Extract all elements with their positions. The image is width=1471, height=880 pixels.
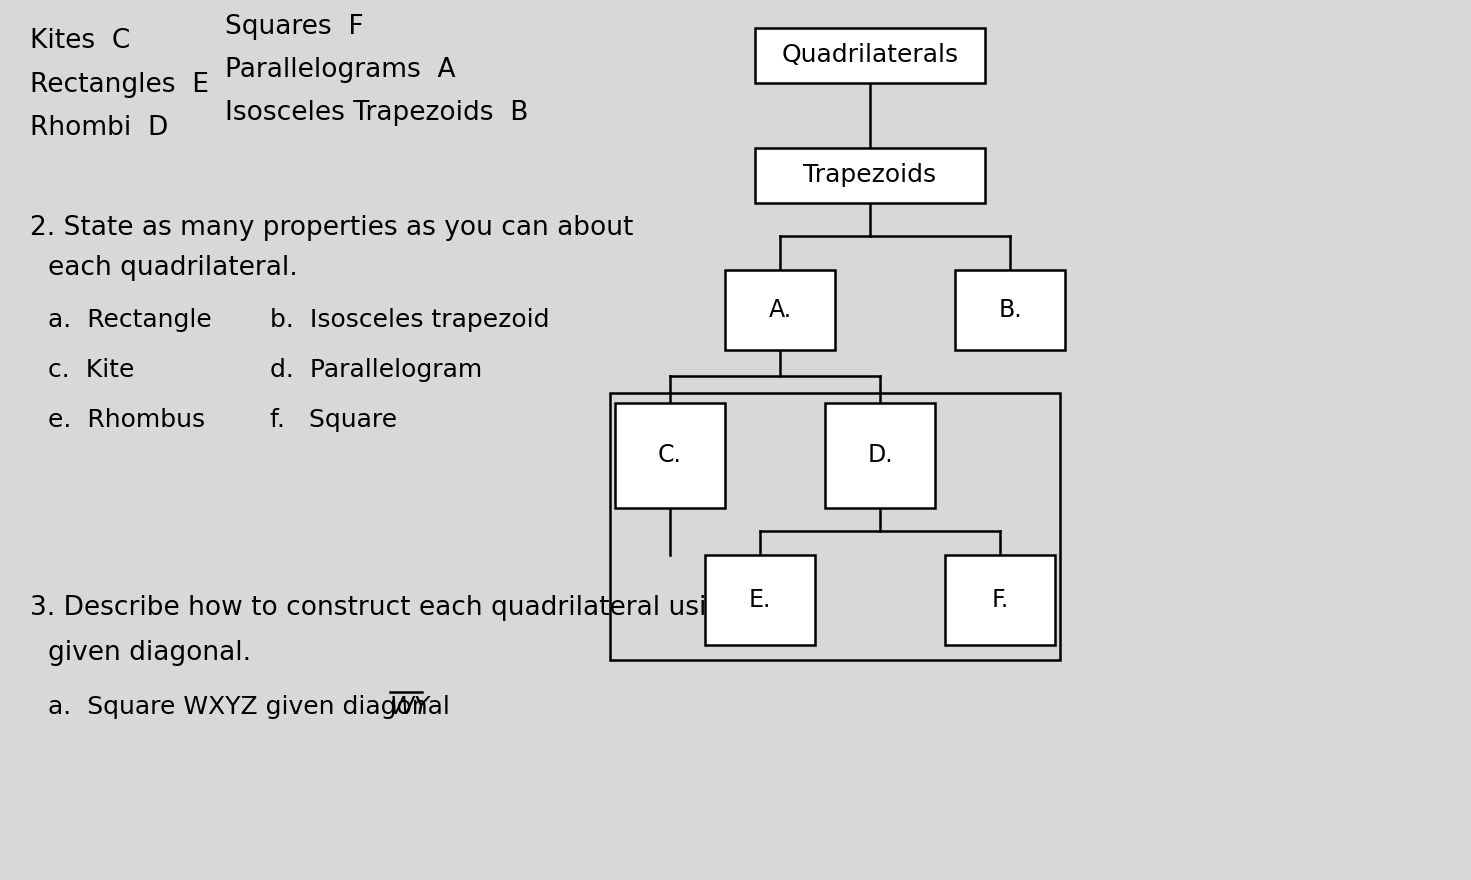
Text: d.  Parallelogram: d. Parallelogram (271, 358, 482, 382)
Text: WY: WY (390, 695, 430, 719)
Bar (610, 392, 1061, 660)
Bar (705, 555, 815, 645)
Text: Rhombi  D: Rhombi D (29, 115, 168, 141)
Bar (725, 270, 836, 350)
Text: B.: B. (999, 298, 1022, 322)
Text: e.  Rhombus: e. Rhombus (49, 408, 204, 432)
Text: 2. State as many properties as you can about: 2. State as many properties as you can a… (29, 215, 634, 241)
Text: 3. Describe how to construct each quadrilateral using the: 3. Describe how to construct each quadri… (29, 595, 791, 621)
Text: E.: E. (749, 588, 771, 612)
Bar (825, 402, 936, 508)
Bar (755, 27, 986, 83)
Text: b.  Isosceles trapezoid: b. Isosceles trapezoid (271, 308, 550, 332)
Text: each quadrilateral.: each quadrilateral. (49, 255, 297, 281)
Text: a.  Rectangle: a. Rectangle (49, 308, 212, 332)
Text: Trapezoids: Trapezoids (803, 163, 937, 187)
Text: C.: C. (658, 443, 683, 467)
Text: Quadrilaterals: Quadrilaterals (781, 43, 959, 67)
Text: c.  Kite: c. Kite (49, 358, 134, 382)
Text: D.: D. (868, 443, 893, 467)
Text: Squares  F: Squares F (225, 14, 363, 40)
Bar (615, 402, 725, 508)
Text: given diagonal.: given diagonal. (49, 640, 252, 666)
Bar (955, 270, 1065, 350)
Text: Parallelograms  A: Parallelograms A (225, 57, 456, 83)
Text: f.   Square: f. Square (271, 408, 397, 432)
Text: A.: A. (768, 298, 791, 322)
Bar (944, 555, 1055, 645)
Text: Isosceles Trapezoids  B: Isosceles Trapezoids B (225, 100, 528, 126)
Text: Rectangles  E: Rectangles E (29, 72, 209, 98)
Bar (755, 148, 986, 202)
Text: a.  Square WXYZ given diagonal: a. Square WXYZ given diagonal (49, 695, 457, 719)
Text: F.: F. (991, 588, 1009, 612)
Text: Kites  C: Kites C (29, 28, 131, 54)
